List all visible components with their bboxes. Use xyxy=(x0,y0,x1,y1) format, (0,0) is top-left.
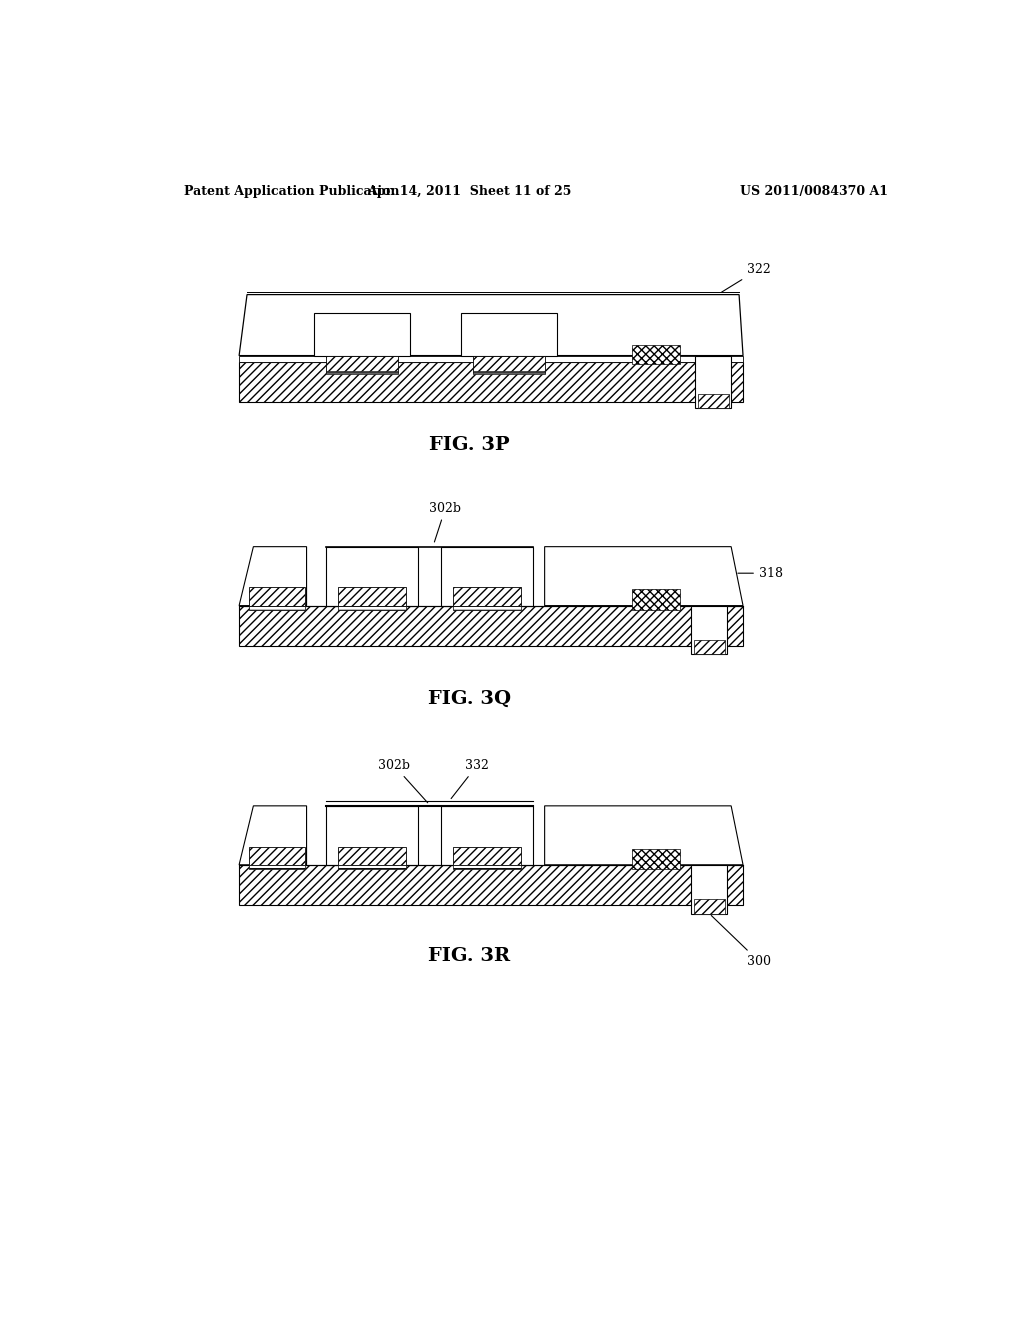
Text: 332: 332 xyxy=(452,759,489,799)
Bar xyxy=(632,589,680,610)
Polygon shape xyxy=(240,294,743,355)
Bar xyxy=(327,546,418,606)
Text: FIG. 3P: FIG. 3P xyxy=(429,436,510,454)
Polygon shape xyxy=(545,546,743,606)
Bar xyxy=(695,355,731,408)
Bar xyxy=(694,899,725,913)
Bar xyxy=(250,606,305,610)
Text: Apr. 14, 2011  Sheet 11 of 25: Apr. 14, 2011 Sheet 11 of 25 xyxy=(367,185,571,198)
Bar xyxy=(454,587,521,606)
Bar xyxy=(250,865,305,869)
Bar xyxy=(327,371,397,374)
Bar xyxy=(240,355,743,362)
Bar xyxy=(441,546,532,606)
Text: 302b: 302b xyxy=(429,502,462,543)
Bar xyxy=(338,846,406,865)
Text: 300: 300 xyxy=(712,916,771,968)
Text: FIG. 3R: FIG. 3R xyxy=(428,948,510,965)
Text: Patent Application Publication: Patent Application Publication xyxy=(183,185,399,198)
Bar xyxy=(632,346,680,364)
Bar xyxy=(632,849,680,869)
Bar xyxy=(694,640,725,655)
Bar xyxy=(250,846,305,865)
Bar xyxy=(327,805,418,865)
Bar xyxy=(473,371,545,374)
Bar xyxy=(240,606,743,647)
Bar xyxy=(338,606,406,610)
Bar xyxy=(240,362,743,403)
Bar xyxy=(697,395,729,408)
Bar xyxy=(454,865,521,869)
Polygon shape xyxy=(545,805,743,865)
Polygon shape xyxy=(240,805,306,865)
Text: US 2011/0084370 A1: US 2011/0084370 A1 xyxy=(740,185,889,198)
Polygon shape xyxy=(240,546,306,606)
Bar xyxy=(691,606,727,655)
Text: 302b: 302b xyxy=(378,759,428,803)
Text: 318: 318 xyxy=(738,566,783,579)
Bar xyxy=(250,587,305,606)
Bar xyxy=(314,313,410,355)
Bar xyxy=(462,313,557,355)
Bar xyxy=(473,355,545,372)
Bar xyxy=(240,865,743,906)
Bar xyxy=(441,805,532,865)
Text: FIG. 3Q: FIG. 3Q xyxy=(428,690,511,708)
Bar xyxy=(338,587,406,606)
Bar xyxy=(338,865,406,869)
Bar xyxy=(327,355,397,372)
Bar xyxy=(454,606,521,610)
Bar xyxy=(691,865,727,913)
Bar xyxy=(454,846,521,865)
Text: 322: 322 xyxy=(722,263,771,292)
